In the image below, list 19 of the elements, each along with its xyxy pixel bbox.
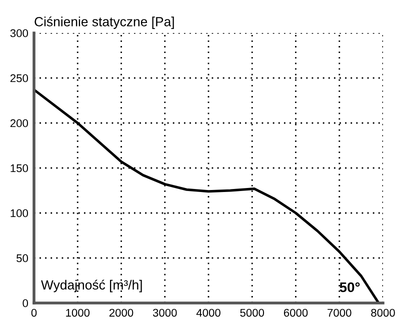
x-tick-label: 2000 [109, 308, 134, 317]
x-tick-label: 1000 [66, 308, 90, 317]
annotation: 50° [340, 282, 360, 292]
y-tick-label: 250 [10, 74, 28, 82]
y-tick-label: 300 [10, 29, 28, 38]
y-tick-label: 50 [16, 254, 28, 262]
y-axis-title: Ciśnienie statyczne [Pa] [34, 16, 174, 29]
x-tick-label: 7000 [328, 308, 352, 317]
y-tick-label: 100 [10, 209, 28, 218]
x-tick-label: 0 [31, 308, 37, 317]
x-tick-label: 6000 [284, 308, 308, 317]
y-tick-label: 0 [22, 299, 28, 308]
x-tick-label: 5000 [240, 308, 264, 317]
x-tick-label: 3000 [152, 308, 177, 317]
x-tick-label: 8000 [371, 308, 395, 317]
x-tick-label: 4000 [196, 308, 220, 317]
y-tick-label: 150 [10, 164, 28, 172]
y-tick-label: 200 [10, 119, 28, 128]
x-axis-title: Wydajność [m³/h] [41, 280, 142, 292]
